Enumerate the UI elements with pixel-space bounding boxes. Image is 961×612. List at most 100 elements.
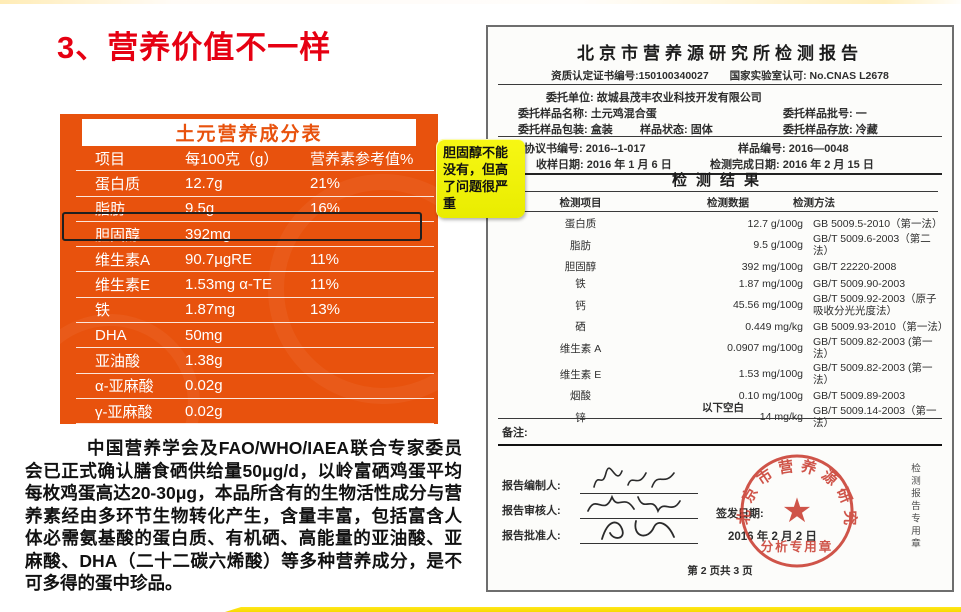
approved-by-label: 报告批准人: bbox=[502, 530, 561, 542]
callout-bubble: 胆固醇不能没有，但高了问题很严重 bbox=[436, 139, 525, 218]
vertical-seal-note: 检测报告专用章 bbox=[909, 463, 920, 551]
cholesterol-highlight-box bbox=[62, 212, 422, 241]
cell: 11% bbox=[310, 276, 339, 294]
cell: 1.53 mg/100g bbox=[738, 368, 803, 380]
result-row: 硒 0.449 mg/kg GB 5009.93-2010（第一法） bbox=[498, 318, 949, 335]
cell: 14 mg/kg bbox=[759, 411, 803, 423]
cell: 维生素A bbox=[95, 251, 151, 269]
divider bbox=[498, 173, 942, 175]
result-row: 蛋白质 12.7 g/100g GB 5009.5-2010（第一法） bbox=[498, 215, 944, 232]
below-blank-note: 以下空白 bbox=[702, 402, 744, 414]
result-row: 锌 14 mg/kg GB/T 5009.14-2003（第一法） bbox=[498, 404, 944, 430]
cell: DHA bbox=[95, 326, 127, 344]
report-agreement-no: 委托协议书编号: 2016--1-017 bbox=[502, 143, 646, 155]
divider bbox=[498, 418, 942, 419]
remark-label: 备注: bbox=[502, 427, 528, 439]
bottom-decor-bar bbox=[225, 607, 961, 612]
cert-number: 资质认定证书编号:150100340027 bbox=[551, 70, 709, 82]
result-row: 铁 1.87 mg/100g GB/T 5009.90-2003 bbox=[498, 275, 944, 292]
cell: 1.87mg bbox=[185, 301, 236, 319]
report-complete-date: 检测完成日期: 2016 年 2 月 15 日 bbox=[710, 159, 874, 171]
stamp-star: ★ bbox=[782, 492, 812, 530]
cell: GB/T 5009.82-2003 (第一法） bbox=[813, 336, 933, 360]
cell: 蛋白质 bbox=[95, 175, 141, 193]
col-header-value: 检测数据 bbox=[707, 197, 749, 209]
results-column-headers: 检测项目 检测数据 检测方法 bbox=[498, 195, 942, 210]
report-sample-storage: 委托样品存放: 冷藏 bbox=[783, 124, 878, 136]
cell: 维生素 A bbox=[559, 342, 602, 355]
cell: 90.7μgRE bbox=[185, 250, 253, 268]
cell: GB 5009.93-2010（第一法） bbox=[813, 320, 949, 333]
result-row: 烟酸 0.10 mg/100g GB/T 5009.89-2003 bbox=[498, 387, 944, 404]
nutrition-row: 蛋白质 12.7g 21% bbox=[76, 171, 434, 197]
report-sample-pack: 委托样品包装: 盒装 bbox=[518, 124, 613, 136]
cell: GB/T 5009.90-2003 bbox=[813, 277, 906, 290]
col-header-item: 检测项目 bbox=[559, 197, 602, 209]
cell: 50mg bbox=[185, 326, 223, 344]
cell: 维生素 E bbox=[559, 368, 602, 381]
report-sample-state: 样品状态: 固体 bbox=[640, 124, 713, 136]
divider bbox=[502, 211, 938, 212]
report-cert-line: 资质认定证书编号:150100340027 国家实验室认可: No.CNAS L… bbox=[488, 68, 952, 83]
reviewed-by-label: 报告审核人: bbox=[502, 505, 561, 517]
cell: 11% bbox=[310, 250, 339, 268]
cell: 营养素参考值% bbox=[310, 150, 414, 168]
cell: 12.7g bbox=[185, 174, 223, 192]
cell: GB 5009.5-2010（第一法） bbox=[813, 217, 943, 230]
page-number: 第 2 页共 3 页 bbox=[687, 565, 753, 577]
cell: 0.02g bbox=[185, 402, 223, 420]
cell: 1.87 mg/100g bbox=[738, 277, 803, 290]
signature-scribble-approver bbox=[601, 520, 675, 540]
result-row: 维生素 A 0.0907 mg/100g GB/T 5009.82-2003 (第一… bbox=[498, 335, 944, 361]
col-header-method: 检测方法 bbox=[793, 197, 835, 209]
cell: 392mg bbox=[185, 225, 231, 243]
cell: 维生素E bbox=[95, 277, 151, 295]
cell: 9.5 g/100g bbox=[753, 239, 803, 251]
cell: 0.10 mg/100g bbox=[738, 389, 803, 402]
report-sample-batch: 委托样品批号: 一 bbox=[783, 108, 867, 120]
cell: 胆固醇 bbox=[564, 261, 597, 273]
cell: 项目 bbox=[95, 150, 126, 168]
result-row: 钙 45.56 mg/100g GB/T 5009.92-2003（原子吸收分光光度… bbox=[498, 292, 944, 318]
signature-line bbox=[580, 518, 698, 519]
report-client: 委托单位: 故城县茂丰农业科技开发有限公司 bbox=[546, 92, 762, 104]
cell: 脂肪 bbox=[570, 239, 591, 252]
nutrition-row: DHA 50mg bbox=[76, 323, 434, 349]
cell: 1.53mg α-TE bbox=[185, 276, 273, 294]
cell: γ-亚麻酸 bbox=[95, 403, 153, 421]
nutrition-table: 土元营养成分表 项目 每100克（g） 营养素参考值% 蛋白质 12.7g 21% 脂肪 9.… bbox=[60, 114, 438, 424]
nutrition-row: α-亚麻酸 0.02g bbox=[76, 374, 434, 399]
body-paragraph: 中国营养学会及FAO/WHO/IAEA联合专家委员会已正式确认膳食硒供给量50μ… bbox=[25, 438, 462, 593]
report-receive-date: 收样日期: 2016 年 1 月 6 日 bbox=[536, 159, 672, 171]
cell: 13% bbox=[310, 301, 341, 319]
cell: GB/T 5009.82-2003 (第一法） bbox=[813, 362, 933, 386]
cell: GB/T 5009.14-2003（第一法） bbox=[813, 405, 937, 429]
signature-line bbox=[580, 543, 698, 544]
issue-date: 2016 年 2 月 2 日 bbox=[728, 531, 817, 543]
nutrition-row: γ-亚麻酸 0.02g bbox=[76, 399, 434, 424]
cell: GB/T 5009.89-2003 bbox=[813, 389, 906, 402]
divider bbox=[502, 191, 938, 192]
report-sample-name: 委托样品名称: 土元鸡混合蛋 bbox=[518, 108, 657, 120]
cell: 12.7 g/100g bbox=[747, 217, 803, 230]
cell: 蛋白质 bbox=[564, 218, 597, 230]
cell: 铁 bbox=[575, 278, 586, 290]
cell: 每100克（g） bbox=[185, 150, 279, 168]
prepared-by-label: 报告编制人: bbox=[502, 480, 561, 492]
nutrition-row: 维生素A 90.7μgRE 11% bbox=[76, 247, 434, 273]
cell: GB/T 5009.6-2003（第二法） bbox=[813, 233, 931, 257]
cell: GB/T 22220-2008 bbox=[813, 260, 897, 273]
results-heading: 检测结果 bbox=[671, 172, 768, 189]
cell: 铁 bbox=[95, 302, 111, 320]
cell: 392 mg/100g bbox=[741, 260, 803, 273]
nutrition-table-rows: 项目 每100克（g） 营养素参考值% 蛋白质 12.7g 21% 脂肪 9.5g 16% 胆固醇… bbox=[60, 146, 434, 424]
cell: 钙 bbox=[575, 299, 586, 312]
cell: GB/T 5009.92-2003（原子吸收分光光度法） bbox=[813, 293, 937, 317]
cell: 烟酸 bbox=[570, 390, 591, 402]
result-row: 维生素 E 1.53 mg/100g GB/T 5009.82-2003 (第一法） bbox=[498, 361, 944, 387]
cell: 锌 bbox=[575, 411, 586, 424]
page-title: 3、营养价值不一样 bbox=[57, 30, 332, 65]
results-table: 蛋白质 12.7 g/100g GB 5009.5-2010（第一法） 脂肪 9.5 g… bbox=[498, 215, 949, 430]
nutrition-row: 铁 1.87mg 13% bbox=[76, 298, 434, 324]
